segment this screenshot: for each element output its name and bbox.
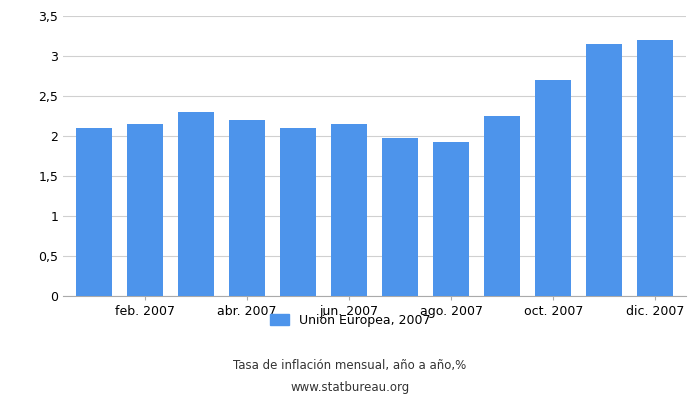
Bar xyxy=(433,142,469,296)
Bar xyxy=(382,138,418,296)
Bar xyxy=(638,40,673,296)
Text: www.statbureau.org: www.statbureau.org xyxy=(290,382,410,394)
Bar xyxy=(484,116,520,296)
Bar xyxy=(229,120,265,296)
Bar xyxy=(331,124,367,296)
Bar xyxy=(536,80,571,296)
Bar xyxy=(178,112,214,296)
Text: Tasa de inflación mensual, año a año,%: Tasa de inflación mensual, año a año,% xyxy=(233,360,467,372)
Legend: Unión Europea, 2007: Unión Europea, 2007 xyxy=(265,309,435,332)
Bar xyxy=(587,44,622,296)
Bar xyxy=(127,124,162,296)
Bar xyxy=(280,128,316,296)
Bar xyxy=(76,128,111,296)
